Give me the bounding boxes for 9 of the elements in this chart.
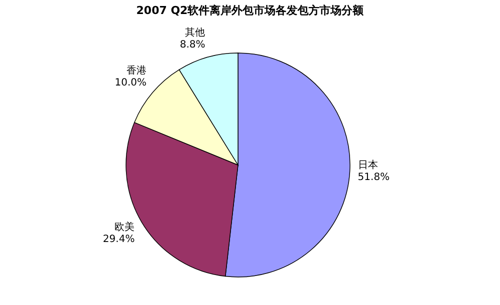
slice-label: 日本 <box>358 158 378 171</box>
data-label: 8.8% <box>180 40 206 51</box>
data-label: 29.4% <box>102 234 135 246</box>
slice-label: 香港 <box>126 64 147 76</box>
chart-title: 2007 Q2软件离岸外包市场各发包方市场分额 <box>136 4 365 17</box>
data-label: 51.8% <box>358 172 390 183</box>
slice-label: 欧美 <box>114 221 135 234</box>
data-label: 10.0% <box>114 77 147 88</box>
slice-label: 其他 <box>185 26 206 39</box>
